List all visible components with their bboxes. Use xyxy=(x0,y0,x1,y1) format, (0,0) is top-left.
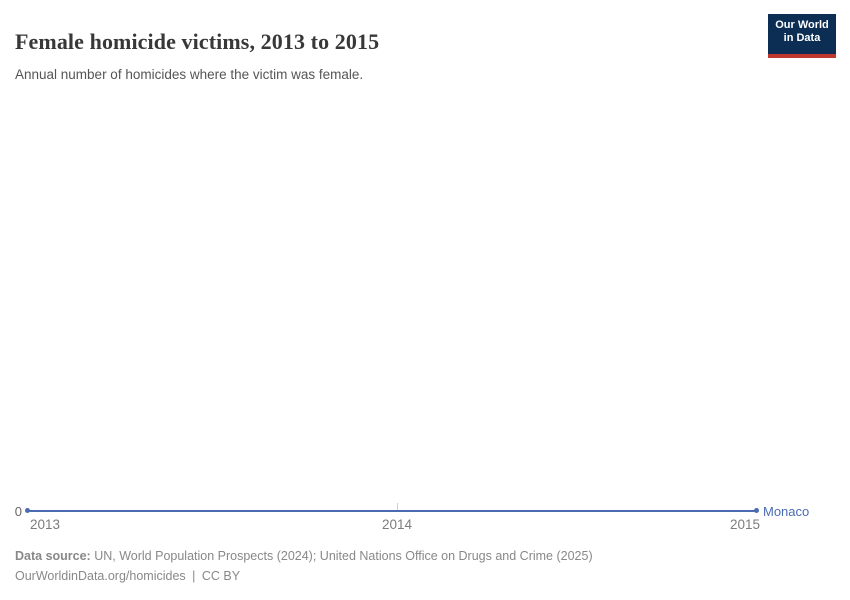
chart-title: Female homicide victims, 2013 to 2015 xyxy=(15,28,380,54)
owid-logo-line1: Our World xyxy=(775,19,829,31)
series-entity-label: Monaco xyxy=(763,504,810,519)
series-point-2013 xyxy=(25,508,30,513)
y-axis-zero-label: 0 xyxy=(14,504,22,519)
owid-logo-line2: in Data xyxy=(783,32,821,44)
x-axis-tick-2014 xyxy=(397,503,398,511)
plot-area xyxy=(0,85,850,535)
data-source-text: UN, World Population Prospects (2024); U… xyxy=(94,549,593,563)
x-tick-label-2013: 2013 xyxy=(30,517,61,532)
license-link[interactable]: CC BY xyxy=(201,569,241,583)
footer-separator: | xyxy=(192,569,196,583)
data-source-label: Data source: xyxy=(15,549,91,563)
chart-subtitle: Annual number of homicides where the vic… xyxy=(15,66,364,82)
owid-url-link[interactable]: OurWorldinData.org/homicides xyxy=(15,569,186,583)
attribution-line: OurWorldinData.org/homicides | CC BY xyxy=(15,568,240,585)
data-source-line: Data source: UN, World Population Prospe… xyxy=(15,548,593,565)
series-line-monaco xyxy=(27,510,757,512)
x-tick-label-2015: 2015 xyxy=(730,517,761,532)
series-point-2015 xyxy=(754,508,759,513)
chart-footer: Data source: UN, World Population Prospe… xyxy=(15,548,593,583)
x-tick-label-2014: 2014 xyxy=(381,517,413,532)
owid-logo[interactable]: Our World in Data xyxy=(768,14,836,58)
